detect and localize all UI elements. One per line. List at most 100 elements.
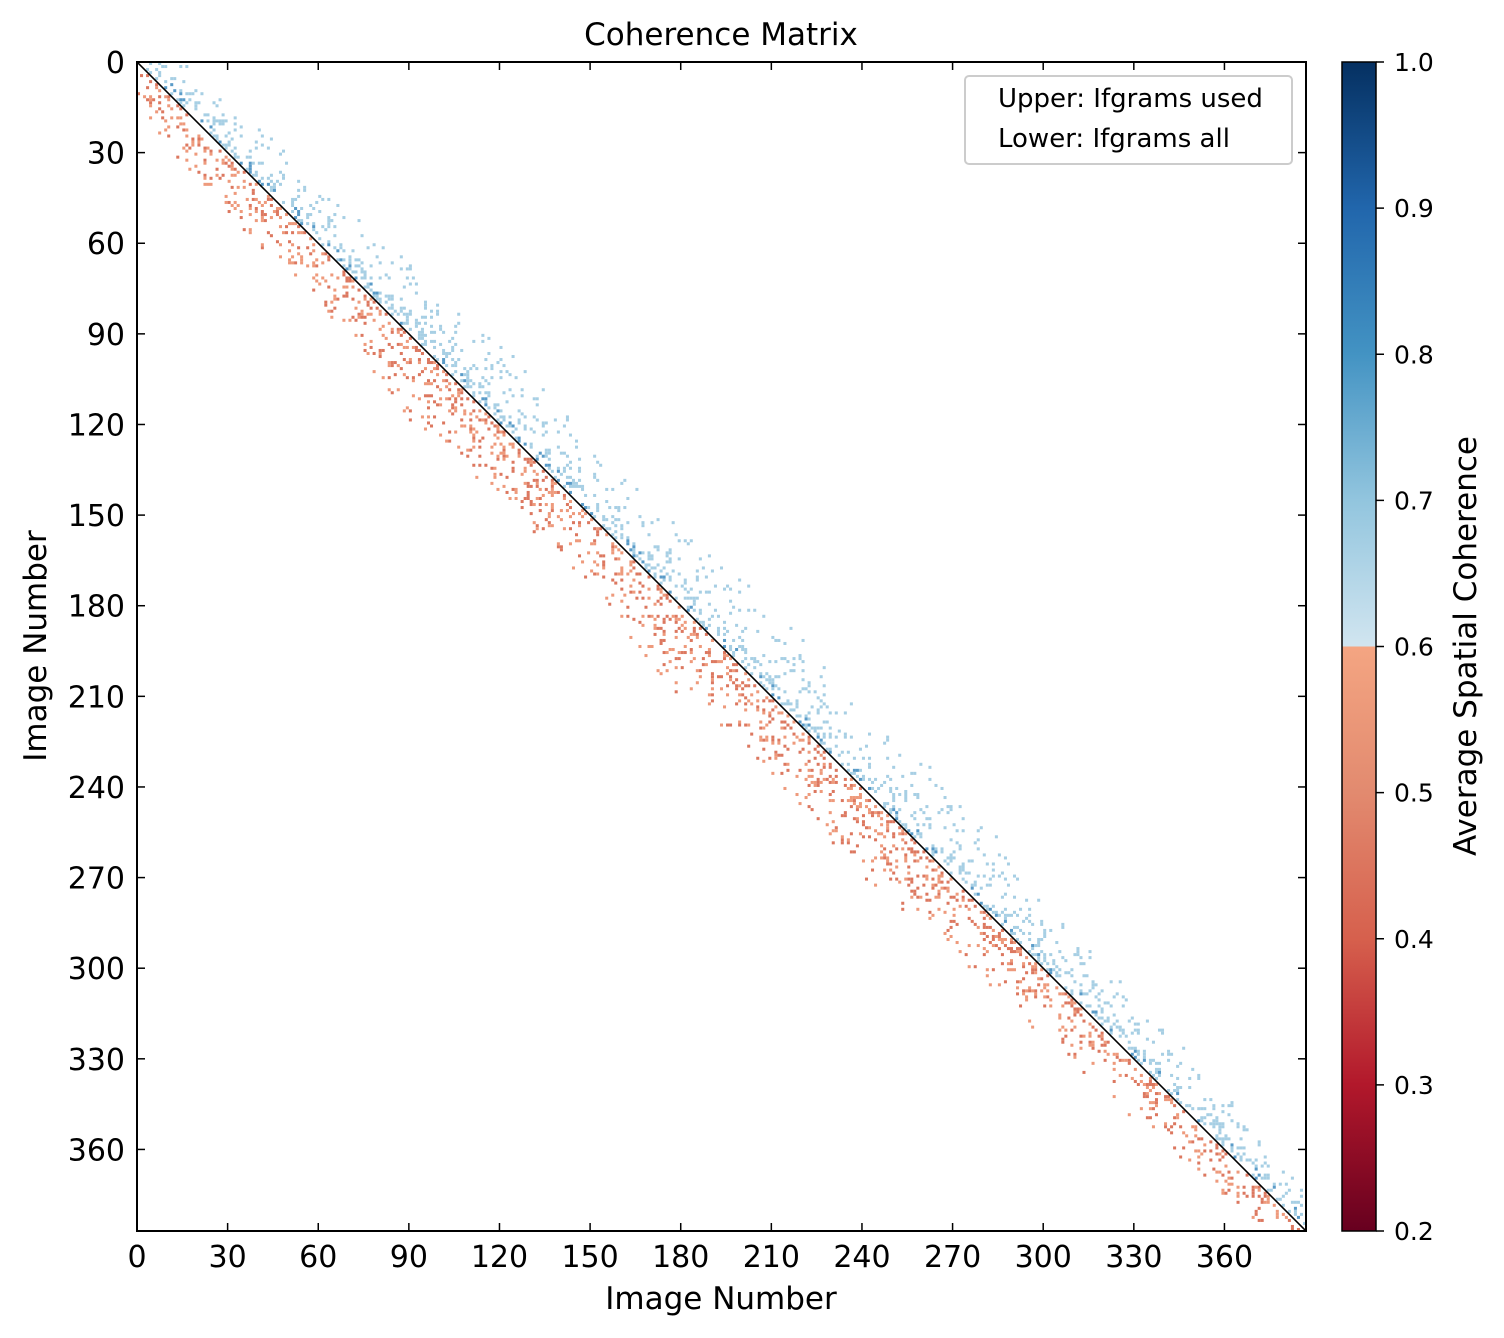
matrix-cell-all	[662, 629, 666, 633]
matrix-cell-all	[414, 348, 418, 352]
matrix-cell-all	[765, 738, 769, 742]
matrix-cell-all	[991, 944, 995, 948]
matrix-cell-all	[408, 361, 412, 365]
matrix-cell-all	[426, 379, 431, 383]
matrix-cell-used	[233, 122, 237, 126]
matrix-cell-all	[1257, 1194, 1261, 1198]
matrix-cell-used	[813, 726, 817, 730]
matrix-cell-used	[544, 463, 548, 467]
matrix-cell-all	[689, 651, 693, 655]
matrix-cell-all	[704, 651, 708, 655]
matrix-cell-used	[454, 364, 458, 368]
matrix-cell-all	[1034, 968, 1038, 972]
matrix-cell-all	[532, 460, 536, 464]
matrix-cell-all	[1025, 998, 1029, 1002]
matrix-cell-used	[484, 367, 488, 371]
matrix-cell-used	[496, 403, 500, 407]
matrix-cell-all	[620, 578, 624, 582]
matrix-cell-all	[396, 342, 400, 346]
matrix-cell-used	[825, 747, 829, 751]
matrix-cell-used	[635, 554, 639, 558]
matrix-cell-all	[448, 439, 452, 443]
matrix-cell-used	[158, 71, 162, 75]
matrix-cell-used	[357, 264, 361, 268]
matrix-cell-used	[1230, 1149, 1234, 1153]
matrix-cell-used	[635, 487, 639, 491]
matrix-cell-all	[520, 472, 524, 476]
matrix-cell-all	[550, 503, 554, 507]
matrix-cell-used	[804, 717, 808, 721]
matrix-cell-all	[306, 246, 310, 250]
matrix-cell-all	[185, 143, 189, 147]
matrix-cell-all	[1076, 1007, 1080, 1011]
matrix-cell-all	[209, 182, 213, 186]
matrix-cell-used	[789, 626, 793, 630]
matrix-cell-used	[1299, 1212, 1303, 1216]
matrix-cell-used	[738, 590, 742, 594]
matrix-cell-all	[526, 496, 530, 500]
matrix-cell-all	[928, 859, 932, 863]
matrix-cell-all	[976, 925, 980, 929]
matrix-cell-used	[354, 270, 358, 274]
matrix-cell-all	[502, 451, 506, 455]
matrix-cell-used	[904, 789, 908, 794]
matrix-cell-all	[1142, 1095, 1146, 1099]
matrix-cell-all	[629, 590, 633, 594]
matrix-cell-used	[1269, 1188, 1273, 1192]
matrix-cell-all	[994, 934, 998, 938]
matrix-cell-used	[1082, 962, 1086, 966]
matrix-cell-all	[532, 478, 536, 482]
matrix-cell-used	[605, 527, 609, 531]
matrix-cell-used	[611, 533, 615, 537]
matrix-cell-used	[1130, 1046, 1134, 1050]
matrix-cell-used	[194, 104, 198, 108]
matrix-cell-all	[496, 454, 500, 458]
y-tick-label: 360	[68, 1133, 125, 1168]
matrix-cell-all	[940, 874, 944, 878]
matrix-cell-used	[1055, 974, 1059, 978]
matrix-cell-used	[632, 545, 636, 549]
matrix-cell-used	[1185, 1104, 1189, 1108]
matrix-cell-used	[351, 270, 355, 274]
matrix-cell-used	[574, 484, 579, 488]
matrix-cell-all	[855, 805, 859, 809]
matrix-cell-used	[408, 309, 412, 313]
matrix-cell-used	[756, 629, 760, 633]
matrix-cell-used	[212, 116, 216, 120]
matrix-cell-all	[581, 509, 585, 513]
matrix-cell-all	[765, 696, 769, 700]
matrix-cell-used	[807, 717, 811, 721]
matrix-cell-all	[248, 213, 252, 217]
matrix-cell-used	[614, 530, 618, 534]
matrix-cell-used	[834, 744, 838, 748]
matrix-cell-used	[414, 318, 418, 322]
matrix-cell-used	[472, 339, 476, 343]
matrix-cell-all	[874, 838, 878, 842]
matrix-cell-all	[1154, 1104, 1158, 1108]
matrix-cell-used	[1167, 1052, 1171, 1056]
matrix-cell-all	[732, 681, 736, 685]
matrix-cell-all	[161, 116, 165, 120]
matrix-cell-used	[562, 451, 566, 455]
matrix-cell-all	[547, 490, 551, 494]
matrix-cell-used	[281, 173, 286, 177]
matrix-cell-used	[632, 542, 636, 546]
matrix-cell-all	[792, 720, 796, 724]
matrix-cell-used	[463, 385, 467, 389]
matrix-cell-all	[523, 469, 527, 473]
matrix-cell-all	[547, 512, 551, 516]
matrix-cell-all	[1088, 1031, 1092, 1035]
colorbar-tick-label: 0.4	[1394, 925, 1434, 954]
matrix-cell-all	[729, 723, 733, 727]
matrix-cell-used	[499, 370, 503, 374]
matrix-cell-all	[460, 424, 464, 428]
matrix-cell-all	[692, 632, 696, 636]
matrix-cell-used	[508, 388, 512, 392]
matrix-cell-used	[689, 596, 693, 600]
matrix-cell-used	[442, 330, 446, 334]
matrix-cell-all	[1115, 1052, 1119, 1056]
matrix-cell-all	[952, 919, 956, 923]
matrix-cell-all	[946, 928, 950, 932]
matrix-cell-used	[378, 261, 382, 265]
matrix-cell-used	[505, 424, 509, 428]
